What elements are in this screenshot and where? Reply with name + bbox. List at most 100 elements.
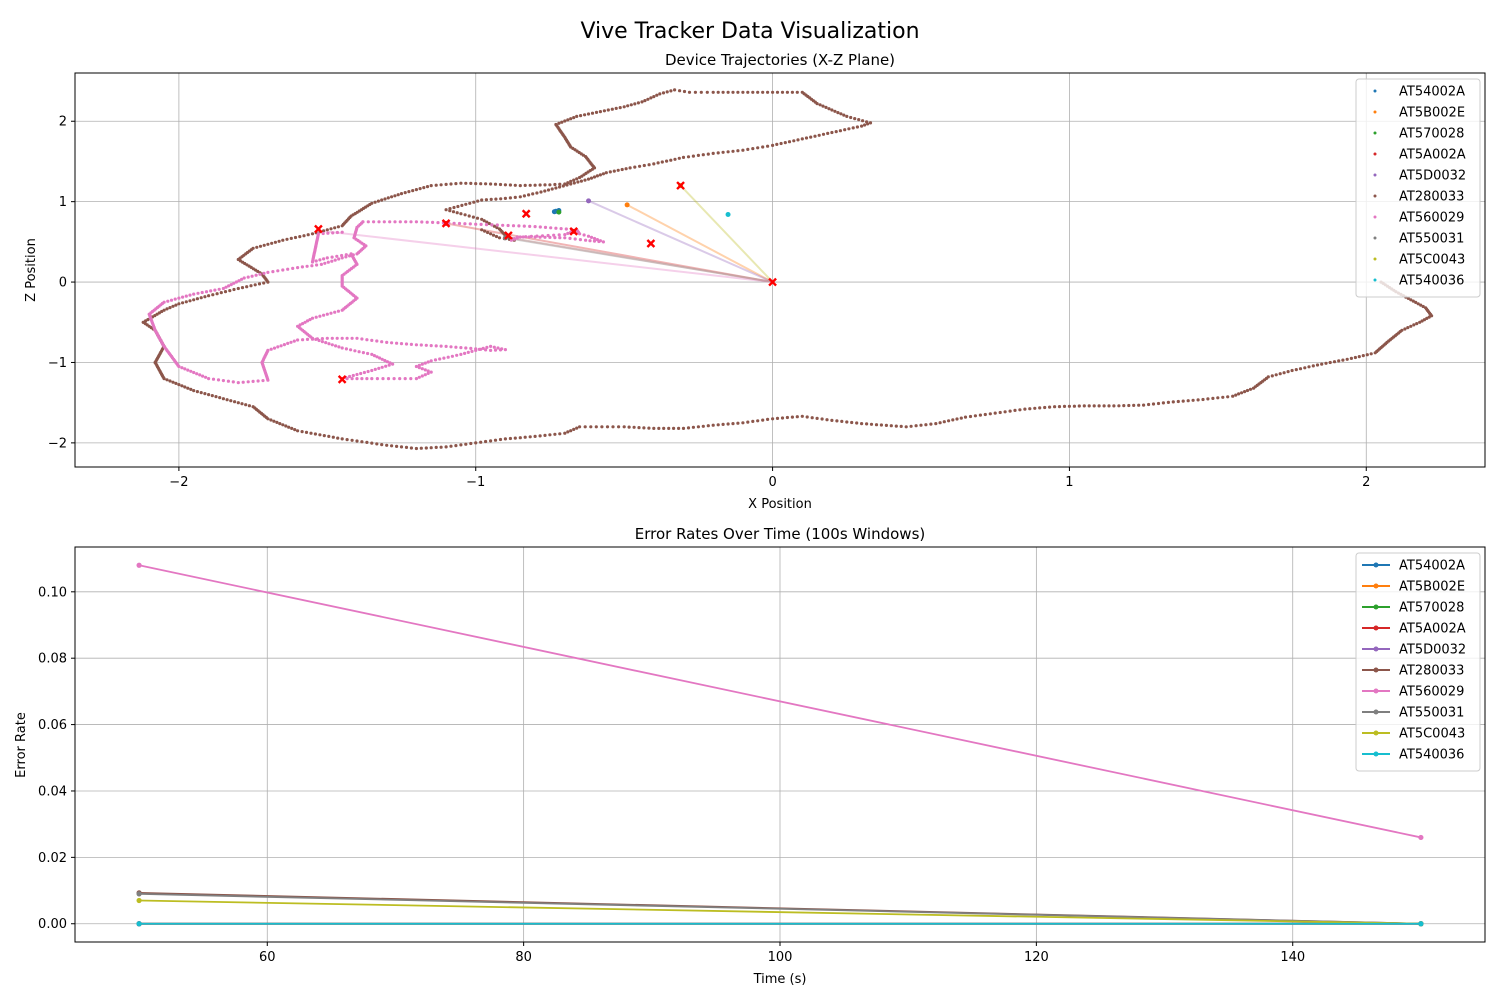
trajectory-point-AT280033 [386, 196, 390, 200]
trajectory-point-AT560029 [420, 367, 424, 371]
trajectory-point-AT560029 [426, 371, 430, 375]
trajectory-point-AT280033 [860, 422, 864, 426]
trajectory-point-AT560029 [493, 348, 498, 352]
trajectory-point-AT280033 [1311, 364, 1315, 368]
trajectory-point-AT280033 [604, 171, 608, 175]
trajectory-point-AT560029 [485, 345, 489, 349]
trajectory-point-AT560029 [586, 234, 591, 238]
trajectory-point-AT280033 [583, 113, 587, 117]
trajectory-point-AT560029 [357, 350, 361, 354]
trajectory-point-AT280033 [1341, 358, 1345, 362]
trajectory-data [141, 88, 1434, 451]
trajectory-point-AT560029 [426, 360, 430, 364]
legend-label-AT5D0032: AT5D0032 [1399, 169, 1466, 184]
trajectory-point-AT560029 [409, 342, 413, 346]
trajectory-point-AT560029 [231, 380, 235, 384]
figure-title: Vive Tracker Data Visualization [580, 19, 919, 44]
trajectory-point-AT280033 [751, 419, 755, 423]
legend-label-AT5C0043: AT5C0043 [1399, 727, 1465, 742]
trajectory-point-AT280033 [761, 418, 765, 422]
trajectory-point-AT560029 [177, 364, 181, 369]
trajectory-point-AT280033 [1166, 400, 1170, 404]
trajectory-point-AT560029 [331, 231, 335, 235]
trajectory-point-AT560029 [429, 344, 433, 348]
trajectory-point-AT560029 [582, 233, 586, 237]
trajectory-point-AT280033 [444, 445, 448, 449]
trajectory-point-AT560029 [442, 356, 446, 360]
trajectory-point-AT280033 [269, 418, 273, 422]
trajectory-point-AT280033 [538, 434, 542, 438]
legend-label-AT570028: AT570028 [1399, 601, 1464, 616]
trajectory-point-AT280033 [553, 432, 557, 436]
x-marker-stroke [314, 224, 323, 234]
trajectory-point-AT560029 [414, 343, 418, 347]
trajectory-point-AT280033 [766, 90, 770, 94]
trajectory-point-AT280033 [1191, 398, 1195, 402]
trajectory-point-AT280033 [790, 415, 795, 419]
trajectory-point-AT560029 [183, 367, 187, 371]
trajectory-point-AT280033 [310, 232, 315, 236]
trajectory-point-AT560029 [563, 236, 567, 240]
trajectory-point-AT280033 [701, 424, 705, 428]
trajectory-point-AT560029 [246, 380, 250, 384]
trajectory-point-AT280033 [223, 290, 228, 294]
trajectory-point-AT280033 [373, 200, 377, 204]
trajectory-point-AT280033 [605, 425, 610, 429]
trajectory-point-AT280033 [1077, 404, 1081, 408]
trajectory-point-AT280033 [840, 419, 844, 423]
legend-marker-AT5D0032 [1373, 646, 1379, 652]
trajectory-point-AT560029 [209, 289, 213, 293]
trajectory-point-AT280033 [787, 140, 792, 144]
trajectory-point-AT280033 [522, 194, 527, 198]
trajectory-point-AT560029 [336, 309, 340, 313]
trajectory-point-AT280033 [850, 420, 854, 425]
trajectory-point-AT280033 [513, 436, 517, 440]
trajectory-point-AT280033 [600, 425, 604, 429]
trajectory-point-AT560029 [330, 343, 334, 347]
trajectory-xtick-label: −2 [169, 475, 188, 490]
trajectory-point-AT560029 [392, 377, 396, 381]
trajectory-point-AT560029 [326, 231, 330, 235]
legend-marker-AT280033 [1373, 667, 1379, 673]
trajectory-point-AT560029 [375, 377, 379, 381]
trajectory-point-AT560029 [420, 362, 424, 366]
trajectory-point-AT280033 [479, 440, 483, 444]
trajectory-point-AT280033 [174, 303, 178, 307]
trajectory-point-AT560029 [301, 322, 305, 326]
trajectory-point-AT560029 [320, 340, 324, 344]
trajectory-point-AT280033 [1361, 354, 1365, 358]
trajectory-point-AT560029 [372, 220, 376, 224]
trajectory-point-AT560029 [385, 340, 389, 344]
trajectory-point-AT560029 [377, 366, 381, 370]
trajectory-point-AT280033 [572, 178, 576, 182]
trajectory-point-AT280033 [380, 198, 384, 202]
trajectory-point-AT280033 [847, 127, 851, 131]
trajectory-point-AT280033 [741, 148, 745, 152]
trajectory-point-AT280033 [1003, 410, 1007, 414]
trajectory-point-AT560029 [314, 337, 318, 341]
trajectory-point-AT560029 [399, 342, 404, 346]
trajectory-point-AT280033 [548, 183, 552, 187]
trajectory-point-AT560029 [553, 236, 557, 240]
trajectory-point-AT560029 [320, 337, 324, 341]
trajectory-point-AT280033 [561, 184, 565, 188]
trajectory-point-AT560029 [449, 345, 453, 349]
trajectory-point-AT280033 [236, 286, 240, 291]
trajectory-point-AT280033 [598, 173, 603, 177]
trajectory-point-AT560029 [429, 359, 433, 363]
trajectory-point-AT560029 [292, 339, 296, 343]
trajectory-x-marker [314, 224, 323, 234]
error-line-AT560029 [138, 564, 1422, 839]
legend-label-AT5B002E: AT5B002E [1399, 580, 1465, 595]
trajectory-point-AT280033 [711, 151, 715, 155]
trajectory-point-AT280033 [576, 180, 580, 184]
trajectory-point-AT560029 [195, 372, 199, 376]
trajectory-point-AT280033 [350, 438, 354, 442]
trajectory-point-AT280033 [579, 114, 583, 118]
legend-marker-AT540036 [1373, 751, 1379, 757]
trajectory-point-AT560029 [315, 263, 319, 267]
trajectory-point-AT280033 [627, 425, 631, 429]
trajectory-xlabel: X Position [748, 497, 812, 512]
legend-label-AT5D0032: AT5D0032 [1399, 643, 1466, 658]
trajectory-point-AT280033 [474, 441, 478, 445]
